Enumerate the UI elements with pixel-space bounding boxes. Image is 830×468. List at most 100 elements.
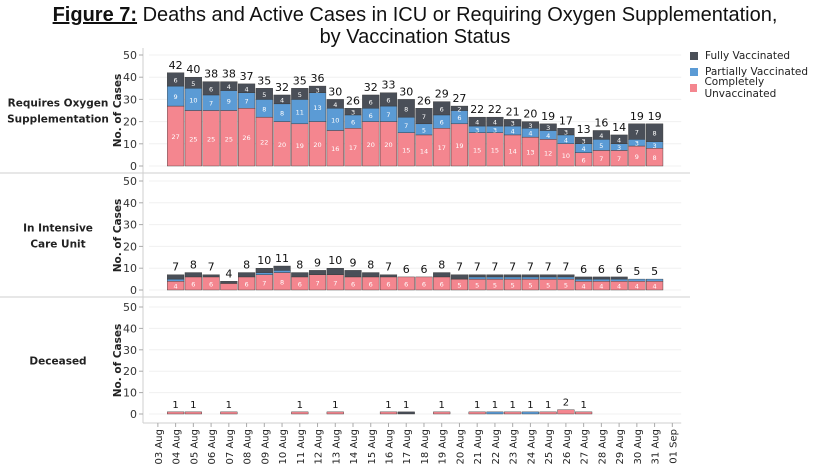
total-label: 6 — [420, 263, 427, 276]
total-label: 36 — [311, 72, 325, 85]
segment-label: 4 — [528, 130, 532, 138]
y-tick-label: 0 — [130, 284, 137, 297]
bar-segment — [167, 72, 185, 87]
segment-label: 3 — [546, 124, 550, 132]
bar-segment — [646, 278, 664, 282]
segment-label: 10 — [562, 152, 570, 160]
x-tick-label: 15 Aug — [367, 429, 378, 464]
bar-segment — [184, 411, 202, 415]
segment-label: 15 — [491, 146, 499, 154]
segment-label: 3 — [528, 122, 532, 130]
segment-label: 3 — [582, 137, 586, 145]
bar-segment — [539, 276, 557, 280]
total-label: 19 — [630, 110, 644, 123]
segment-label: 5 — [457, 282, 461, 290]
bar-segment — [167, 411, 185, 415]
bar-segment — [397, 276, 415, 291]
segment-label: 25 — [189, 135, 197, 143]
total-label: 8 — [367, 259, 374, 272]
bar-segment — [504, 274, 522, 278]
bar-segment — [521, 121, 539, 129]
segment-label: 7 — [262, 279, 266, 287]
bar-segment — [202, 81, 220, 96]
total-label: 19 — [541, 110, 555, 123]
bar-segment — [291, 411, 309, 415]
bar-segment — [486, 116, 504, 127]
y-tick-label: 30 — [123, 93, 137, 106]
y-tick-label: 0 — [130, 160, 137, 173]
x-tick-label: 25 Aug — [544, 429, 555, 464]
segment-label: 6 — [404, 280, 408, 288]
bar-segment — [362, 272, 380, 278]
y-tick-label: 50 — [123, 175, 137, 188]
bar-segment — [255, 88, 273, 100]
segment-label: 6 — [422, 280, 426, 288]
bar-segment — [521, 276, 539, 280]
figure-label: Figure 7: — [52, 4, 138, 26]
panel-label-line: Deceased — [29, 356, 86, 368]
segment-label: 6 — [209, 280, 213, 288]
total-label: 9 — [314, 256, 321, 269]
segment-label: 25 — [225, 135, 233, 143]
segment-label: 7 — [617, 155, 621, 163]
segment-label: 4 — [582, 145, 586, 153]
total-label: 6 — [616, 263, 623, 276]
bar-segment — [539, 274, 557, 278]
segment-label: 7 — [404, 122, 408, 130]
segment-label: 4 — [635, 283, 639, 291]
total-label: 7 — [456, 261, 463, 274]
total-label: 8 — [438, 259, 445, 272]
total-label: 7 — [491, 261, 498, 274]
segment-label: 6 — [298, 280, 302, 288]
y-tick-label: 30 — [123, 344, 137, 357]
x-tick-label: 12 Aug — [314, 429, 325, 464]
bar-segment — [557, 276, 575, 280]
segment-label: 20 — [367, 141, 375, 149]
segment-label: 4 — [653, 283, 657, 291]
x-tick-label: 11 Aug — [296, 429, 307, 464]
total-label: 9 — [350, 256, 357, 269]
x-tick-label: 29 Aug — [615, 429, 626, 464]
segment-label: 6 — [440, 105, 444, 113]
segment-label: 5 — [475, 282, 479, 290]
bar-segment — [220, 283, 238, 291]
bar-segment — [521, 411, 539, 415]
segment-label: 6 — [457, 114, 461, 122]
total-label: 16 — [594, 116, 608, 129]
segment-label: 7 — [244, 98, 248, 106]
total-label: 40 — [186, 63, 200, 76]
y-tick-label: 20 — [123, 240, 137, 253]
segment-label: 10 — [189, 96, 197, 104]
segment-label: 10 — [331, 116, 339, 124]
segment-label: 13 — [313, 104, 321, 112]
total-label: 32 — [364, 81, 378, 94]
x-tick-label: 07 Aug — [225, 429, 236, 464]
segment-label: 13 — [526, 149, 534, 157]
segment-label: 5 — [528, 282, 532, 290]
total-label: 21 — [506, 105, 520, 118]
bar-segment — [167, 274, 185, 280]
chart-subtitle: by Vaccination Status — [319, 26, 511, 48]
total-label: 5 — [633, 265, 640, 278]
bar-segment — [450, 105, 469, 111]
segment-label: 6 — [191, 280, 195, 288]
y-tick-label: 20 — [123, 365, 137, 378]
bar-segment — [575, 278, 593, 282]
segment-label: 3 — [315, 86, 319, 94]
y-tick-label: 30 — [123, 219, 137, 232]
total-label: 8 — [190, 259, 197, 272]
legend: Fully Vaccinated Partially Vaccinated Co… — [690, 48, 830, 100]
segment-label: 5 — [546, 282, 550, 290]
total-label: 26 — [346, 94, 360, 107]
segment-label: 4 — [493, 119, 497, 127]
total-label: 5 — [651, 265, 658, 278]
total-label: 26 — [417, 94, 431, 107]
segment-label: 3 — [493, 126, 497, 134]
total-label: 8 — [243, 259, 250, 272]
segment-label: 4 — [511, 127, 515, 135]
total-label: 1 — [403, 400, 409, 411]
y-axis-label: No. of Cases — [112, 74, 124, 148]
segment-label: 6 — [386, 96, 390, 104]
segment-label: 8 — [653, 154, 657, 162]
